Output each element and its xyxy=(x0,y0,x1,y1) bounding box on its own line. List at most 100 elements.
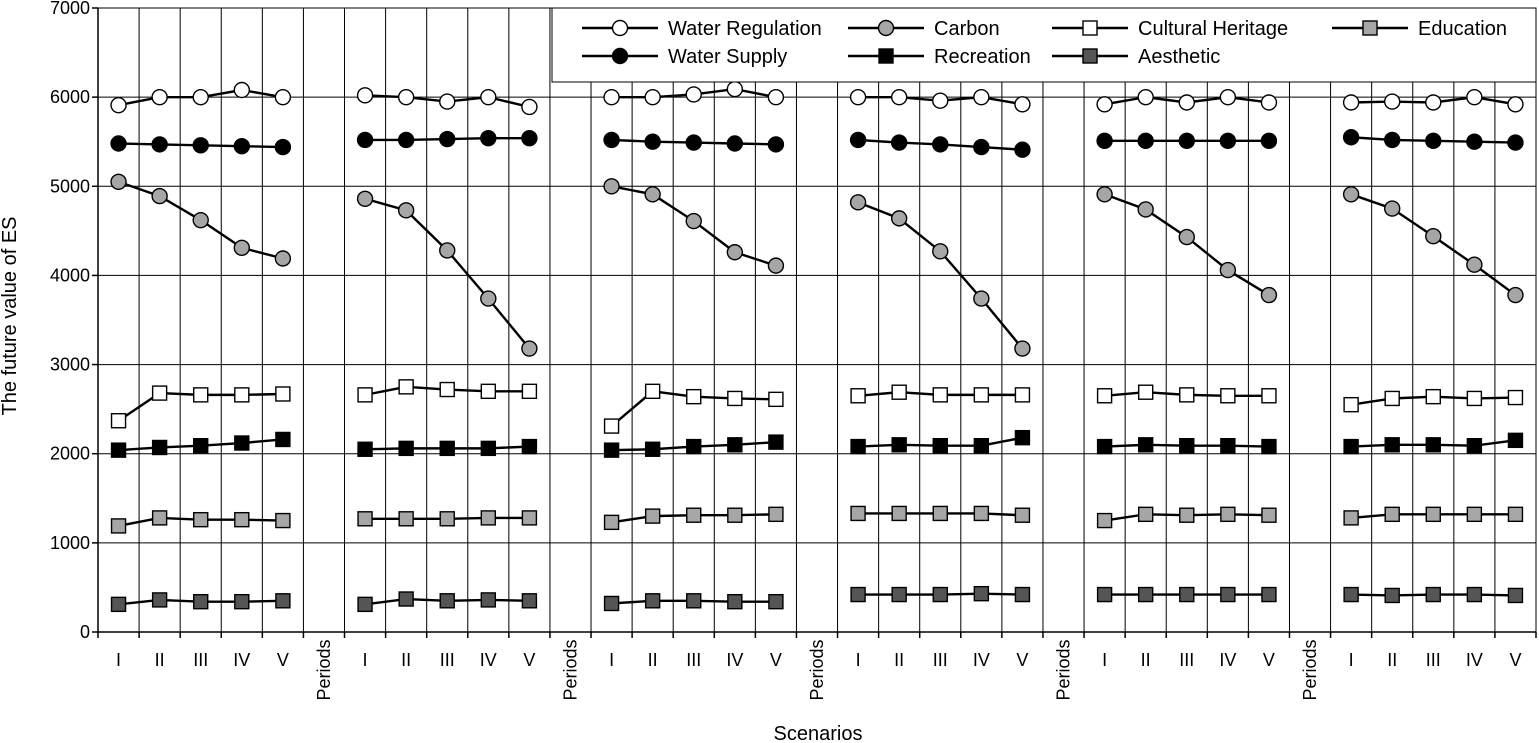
data-point xyxy=(274,138,292,156)
data-point xyxy=(480,88,497,106)
x-tick-label: II xyxy=(1387,650,1397,670)
data-point xyxy=(1425,586,1441,603)
y-tick-label: 2000 xyxy=(50,444,90,464)
data-point xyxy=(849,194,867,211)
legend-box xyxy=(551,7,1537,83)
data-point xyxy=(1343,438,1359,455)
data-point xyxy=(768,593,784,610)
data-point xyxy=(1383,131,1401,149)
y-axis-label: The future value of ES xyxy=(0,216,21,415)
x-tick-label: IV xyxy=(726,650,743,670)
data-point xyxy=(110,518,127,534)
data-point xyxy=(973,387,990,403)
data-point xyxy=(439,593,455,609)
data-point xyxy=(726,80,744,98)
legend-marker xyxy=(1082,48,1098,64)
x-tick-label: III xyxy=(686,650,701,670)
data-point xyxy=(767,257,785,274)
data-point xyxy=(685,134,702,151)
data-point xyxy=(1219,132,1237,150)
data-point xyxy=(275,431,291,448)
data-point xyxy=(1507,96,1524,113)
data-point xyxy=(1014,507,1031,523)
legend-entry: Carbon xyxy=(848,18,1000,40)
data-point xyxy=(1219,88,1237,106)
data-point xyxy=(1425,388,1441,405)
data-point xyxy=(110,173,127,191)
data-point xyxy=(1178,228,1195,246)
legend-marker xyxy=(611,47,629,65)
series-line xyxy=(364,197,531,350)
data-point xyxy=(603,418,620,434)
legend-entry: Recreation xyxy=(848,46,1031,68)
data-point xyxy=(1179,586,1195,603)
data-point xyxy=(973,138,990,156)
data-point xyxy=(151,385,168,401)
data-point xyxy=(1342,94,1360,111)
y-tick-label: 0 xyxy=(80,622,90,642)
data-point xyxy=(1507,432,1524,449)
data-point xyxy=(1014,96,1031,113)
x-tick-label: I xyxy=(1349,650,1354,670)
data-point xyxy=(1425,94,1442,111)
data-point xyxy=(767,88,785,106)
data-point xyxy=(357,387,373,403)
data-point xyxy=(1096,96,1113,113)
data-point xyxy=(234,435,250,451)
data-point xyxy=(357,441,373,457)
data-point xyxy=(891,437,907,453)
data-point xyxy=(890,88,908,106)
data-point xyxy=(1343,510,1359,526)
data-point xyxy=(727,437,743,453)
y-tick-label: 3000 xyxy=(50,355,90,375)
data-point xyxy=(644,441,661,457)
data-point xyxy=(1261,507,1277,523)
data-point xyxy=(480,592,497,608)
data-point xyxy=(768,391,784,408)
data-point xyxy=(1260,286,1278,304)
data-point xyxy=(603,88,620,106)
data-point xyxy=(1219,261,1237,279)
data-point xyxy=(1383,200,1401,217)
data-point xyxy=(357,511,373,527)
data-point xyxy=(439,130,456,148)
data-point xyxy=(727,390,743,407)
x-axis-label: Scenarios xyxy=(774,723,863,743)
x-tick-label: IV xyxy=(973,650,990,670)
data-point xyxy=(1466,256,1483,273)
data-point xyxy=(1507,134,1524,151)
series-line xyxy=(1350,193,1517,297)
data-point xyxy=(890,134,908,151)
data-point xyxy=(274,250,292,267)
data-point xyxy=(644,593,661,609)
x-tick-label-periods: Periods xyxy=(807,639,827,700)
data-point xyxy=(521,438,538,455)
legend: Water Regulation Water Supply Carbon Recrea… xyxy=(551,7,1537,83)
legend-label: Education xyxy=(1418,18,1507,40)
data-point xyxy=(726,135,744,152)
data-point xyxy=(480,440,497,457)
data-point xyxy=(274,88,292,106)
data-point xyxy=(233,239,251,256)
data-point xyxy=(891,384,907,400)
x-tick-label-periods: Periods xyxy=(1054,639,1074,700)
data-point xyxy=(234,511,250,528)
data-point xyxy=(397,88,415,106)
data-point xyxy=(439,242,456,259)
data-point xyxy=(1466,390,1483,407)
data-point xyxy=(932,505,948,522)
data-point xyxy=(1014,387,1031,403)
data-point xyxy=(1137,437,1154,453)
data-point xyxy=(151,187,168,205)
data-point xyxy=(233,137,251,155)
data-point xyxy=(1507,587,1524,604)
data-point xyxy=(1466,133,1483,150)
legend-entry: Aesthetic xyxy=(1052,46,1220,68)
series-layer xyxy=(110,80,1524,613)
data-point xyxy=(439,381,455,398)
data-point xyxy=(1384,390,1400,407)
data-point xyxy=(151,592,168,608)
data-point xyxy=(849,131,867,149)
x-tick-label: II xyxy=(401,650,411,670)
data-point xyxy=(480,129,497,147)
